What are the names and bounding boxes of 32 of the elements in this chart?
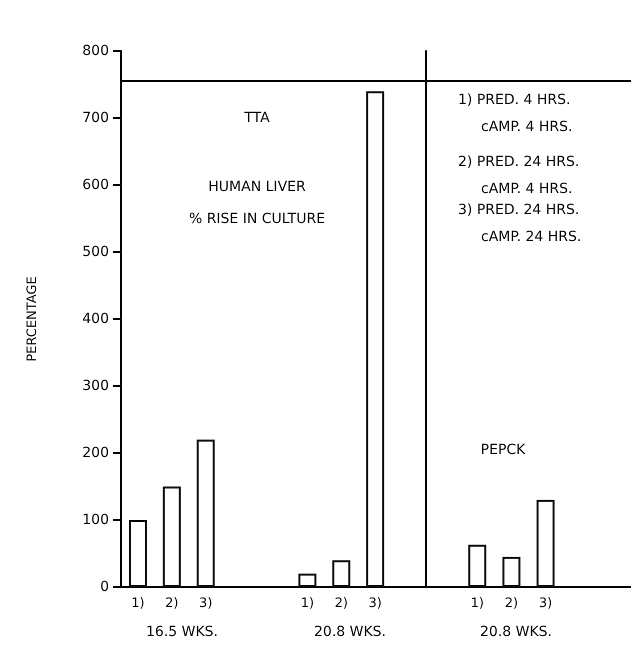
text: 16.5 WKS. bbox=[146, 624, 218, 640]
x-tick-label: 3) bbox=[538, 596, 552, 611]
y-tick-label: 500 bbox=[82, 244, 109, 260]
text: 20.8 WKS. bbox=[314, 624, 386, 640]
x-tick-label: 3) bbox=[199, 596, 212, 611]
y-tick-label: 700 bbox=[82, 110, 109, 126]
annotation: cAMP. 4 HRS. bbox=[481, 119, 572, 135]
x-tick-label: 1) bbox=[470, 596, 484, 611]
y-tick-label: 0 bbox=[100, 579, 109, 595]
y-tick-label: 400 bbox=[82, 311, 109, 327]
annotation: 1) PRED. 4 HRS. bbox=[458, 92, 570, 108]
x-tick-label: 1) bbox=[300, 596, 314, 611]
x-tick-label: 2) bbox=[165, 596, 179, 611]
annotation: HUMAN LIVER bbox=[208, 179, 306, 195]
annotation: TTA bbox=[243, 110, 270, 126]
x-tick-label: 3) bbox=[368, 596, 382, 611]
annotation: PEPCK bbox=[480, 442, 526, 458]
x-tick-label: 2) bbox=[334, 596, 348, 611]
annotation: cAMP. 24 HRS. bbox=[481, 229, 582, 245]
annotation: cAMP. 4 HRS. bbox=[481, 181, 572, 197]
x-tick-label: 2) bbox=[504, 596, 518, 611]
y-tick-label: 800 bbox=[82, 43, 109, 59]
x-tick-label: 1) bbox=[131, 596, 145, 611]
annotation: % RISE IN CULTURE bbox=[188, 211, 326, 227]
annotation: 2) PRED. 24 HRS. bbox=[458, 154, 580, 170]
y-tick-label: 100 bbox=[82, 512, 109, 528]
y-tick-label: 200 bbox=[82, 445, 109, 461]
text: 20.8 WKS. bbox=[480, 624, 552, 640]
y-tick-label: 300 bbox=[82, 378, 109, 394]
y-tick-label: 600 bbox=[82, 177, 109, 193]
y-axis-title: PERCENTAGE bbox=[25, 276, 40, 362]
annotation: 3) PRED. 24 HRS. bbox=[458, 202, 580, 218]
